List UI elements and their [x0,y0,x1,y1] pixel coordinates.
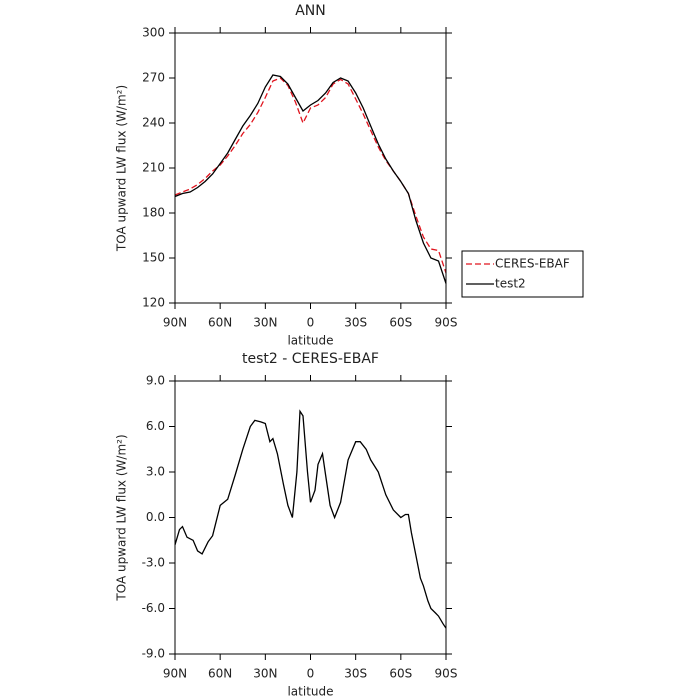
line-series [174,74,447,284]
y-tick-label: 180 [142,206,165,220]
chart-title: ANN [295,3,326,19]
x-tick-label: 90S [435,316,458,330]
y-tick-label: -3.0 [142,556,165,570]
y-tick-label: 120 [142,296,165,310]
x-tick-label: 0 [307,316,315,330]
line-series [174,409,447,629]
x-tick-label: 90N [163,667,187,681]
y-tick-label: 210 [142,161,165,175]
chart-title: test2 - CERES-EBAF [242,351,379,367]
x-axis-label: latitude [287,334,333,348]
x-tick-label: 30S [344,667,367,681]
y-tick-label: 240 [142,116,165,130]
x-tick-label: 60N [208,316,232,330]
y-axis-label: TOA upward LW flux (W/m²) [115,434,129,601]
x-tick-label: 30N [253,316,277,330]
y-tick-label: -6.0 [142,601,165,615]
x-tick-label: 90N [163,316,187,330]
y-tick-label: 3.0 [146,465,165,479]
y-tick-label: 270 [142,71,165,85]
x-tick-label: 90S [435,667,458,681]
x-tick-label: 30N [253,667,277,681]
x-tick-label: 30S [344,316,367,330]
y-tick-label: 6.0 [146,419,165,433]
y-tick-label: 150 [142,251,165,265]
y-axis-label: TOA upward LW flux (W/m²) [115,85,129,252]
y-tick-label: 0.0 [146,510,165,524]
y-tick-label: -9.0 [142,647,165,661]
x-tick-label: 60N [208,667,232,681]
x-tick-label: 60S [389,667,412,681]
x-axis-label: latitude [287,685,333,699]
legend-box [461,250,584,298]
plot-frame [174,380,447,655]
x-tick-label: 0 [307,667,315,681]
y-tick-label: 9.0 [146,374,165,388]
line-series [174,77,447,274]
x-tick-label: 60S [389,316,412,330]
legend-label: test2 [495,277,526,291]
y-tick-label: 300 [142,26,165,40]
legend-label: CERES-EBAF [495,257,570,271]
plot-frame [174,32,447,304]
